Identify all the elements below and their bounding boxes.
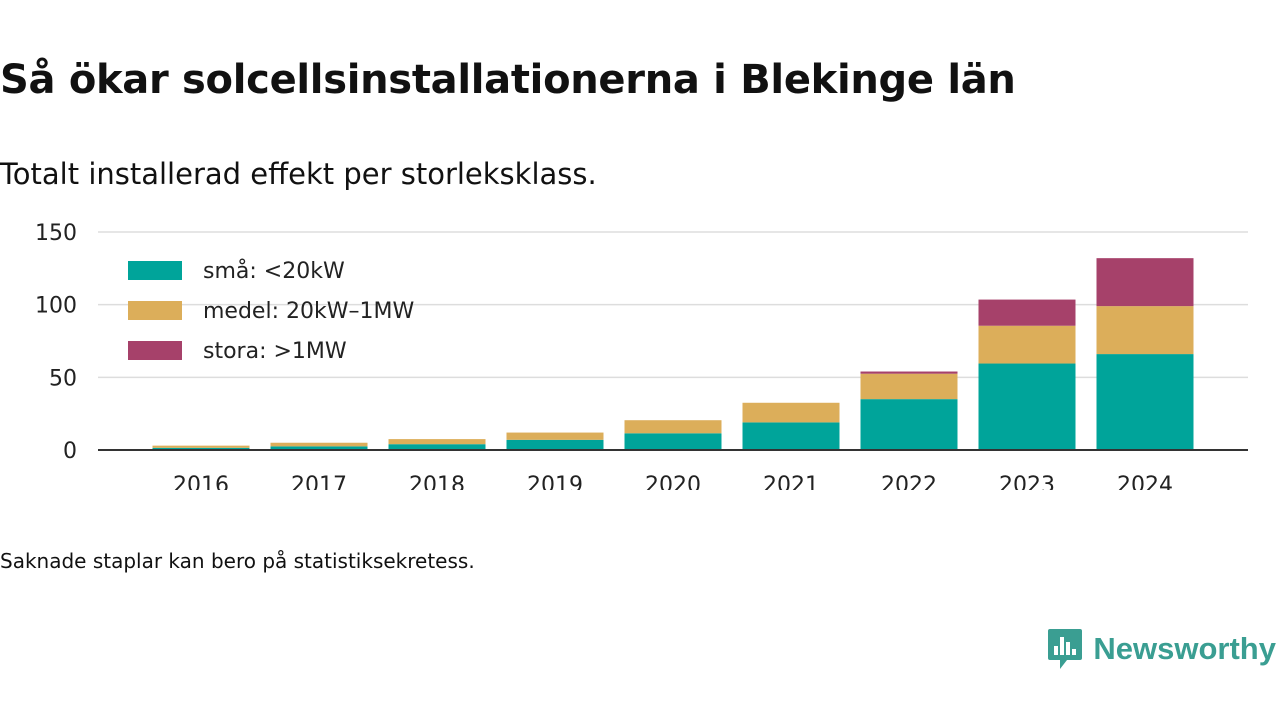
legend-swatch [128, 301, 182, 320]
bar-segment [860, 399, 958, 450]
brand-name: Newsworthy [1093, 631, 1276, 666]
bar-segment [270, 442, 368, 447]
bar-segment [152, 445, 250, 448]
legend-label: stora: >1MW [203, 339, 347, 364]
bar-segment [860, 371, 958, 374]
bar-segment [978, 325, 1076, 364]
bar-segment [1096, 306, 1194, 355]
bar-segment [624, 433, 722, 450]
legend-label: små: <20kW [203, 258, 345, 284]
newsworthy-logo-icon [1048, 629, 1083, 669]
legend-label: medel: 20kW–1MW [203, 299, 414, 324]
bar-segment [152, 447, 250, 450]
x-tick-label: 2022 [881, 473, 937, 490]
y-tick-label: 100 [35, 294, 77, 319]
x-tick-label: 2021 [763, 473, 819, 490]
legend-swatch [128, 261, 182, 280]
bar-segment [1096, 354, 1194, 450]
stacked-bar-chart: 0 50 100 150 2016 2017 2018 2019 2020 2021 2022 202… [35, 221, 1248, 490]
chart-title: Så ökar solcellsinstallationerna i Bleki… [0, 57, 1016, 103]
bar-segment [978, 299, 1076, 326]
x-tick-label: 2016 [173, 473, 229, 490]
bar-segment [388, 444, 486, 450]
bar-segment [624, 420, 722, 434]
x-tick-label: 2023 [999, 473, 1055, 490]
y-tick-label: 150 [35, 221, 77, 246]
bar-segment [1096, 258, 1194, 307]
y-tick-label: 50 [49, 366, 77, 391]
chart-footnote: Saknade staplar kan bero på statistiksek… [0, 549, 475, 573]
x-tick-label: 2018 [409, 473, 465, 490]
bar-segment [506, 432, 604, 440]
bar-segment [270, 446, 368, 450]
y-tick-label: 0 [63, 439, 77, 464]
x-tick-label: 2024 [1117, 473, 1173, 490]
legend-swatch [128, 341, 182, 360]
brand-logo: Newsworthy [1047, 628, 1276, 670]
bar-segment [388, 439, 486, 445]
bar-segment [742, 402, 840, 423]
x-tick-label: 2019 [527, 473, 583, 490]
chart-subtitle: Totalt installerad effekt per storlekskl… [0, 157, 597, 191]
bar-segment [978, 363, 1076, 450]
bar-segment [742, 422, 840, 450]
x-tick-label: 2017 [291, 473, 347, 490]
x-tick-label: 2020 [645, 473, 701, 490]
bar-segment [506, 439, 604, 450]
bar-segment [860, 373, 958, 400]
